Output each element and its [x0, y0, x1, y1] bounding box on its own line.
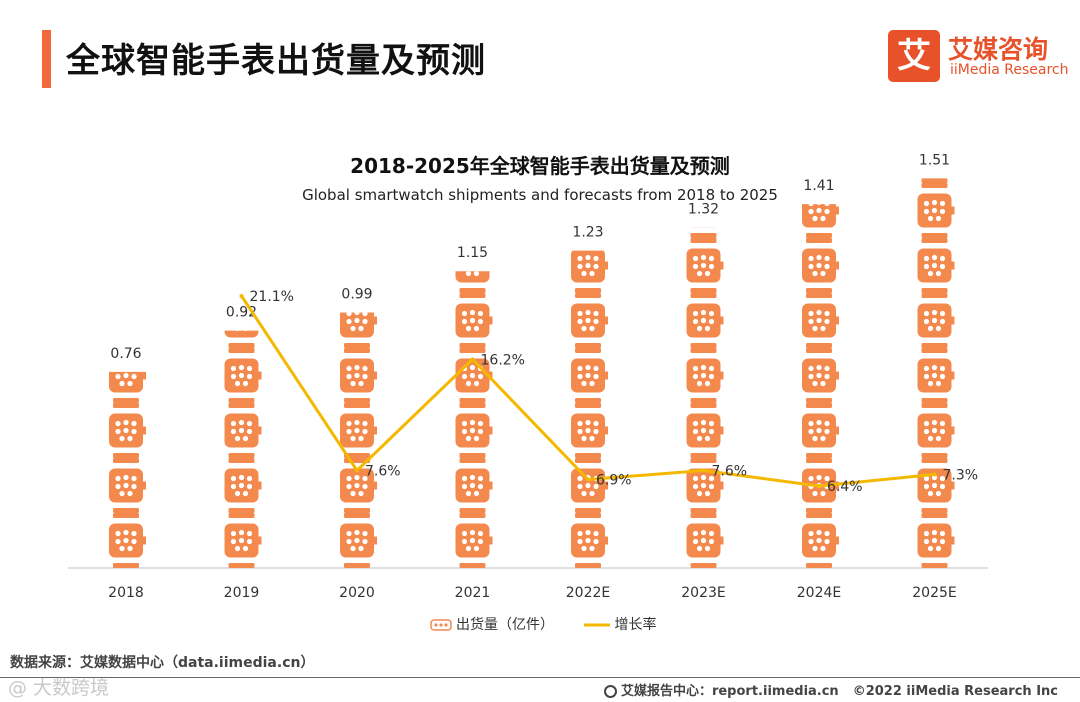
- growth-point: [932, 472, 937, 477]
- chart-title: 2018-2025年全球智能手表出货量及预测: [350, 154, 730, 178]
- bar-value-label: 0.76: [110, 346, 141, 362]
- brand-logo: 艾 艾媒咨询 iiMedia Research: [888, 30, 1069, 82]
- growth-point: [470, 357, 475, 362]
- legend-label-shipments: 出货量（亿件）: [456, 617, 554, 633]
- growth-point: [817, 484, 821, 488]
- x-tick-label: 2025E: [912, 585, 956, 601]
- bar-shipments-2019: [224, 330, 262, 568]
- bar-shipments-2021: [455, 271, 493, 568]
- footer-credits: 艾媒报告中心：report.iimedia.cn ©2022 iiMedia Re…: [603, 680, 1058, 699]
- watermark-text: @ 大数跨境: [8, 677, 110, 699]
- growth-value-label: 7.6%: [712, 463, 748, 479]
- x-tick-label: 2019: [224, 585, 260, 601]
- logo-mark: 艾: [888, 30, 940, 82]
- growth-point: [355, 468, 359, 473]
- watch-icon: [430, 619, 452, 631]
- data-source-note: 数据来源：艾媒数据中心（data.iimedia.cn）: [10, 655, 315, 671]
- chart-legend: 出货量（亿件） 增长率: [430, 614, 682, 634]
- logo-name-en: iiMedia Research: [950, 62, 1069, 78]
- logo-name-cn: 艾媒咨询: [948, 35, 1049, 64]
- bar-value-label: 1.32: [688, 201, 719, 217]
- bar-shipments-2022E: [571, 250, 608, 568]
- globe-icon: [603, 685, 617, 698]
- bar-value-label: 1.41: [803, 178, 834, 194]
- bar-value-label: 1.23: [572, 225, 603, 241]
- growth-value-label: 6.4%: [827, 479, 863, 495]
- legend-item-shipments: 出货量（亿件）: [430, 614, 554, 634]
- bar-value-label: 1.15: [457, 245, 488, 261]
- line-swatch-icon: [584, 623, 611, 627]
- x-tick-label: 2021: [455, 585, 491, 601]
- growth-value-label: 6.9%: [596, 473, 632, 489]
- bar-value-label: 1.51: [919, 152, 950, 168]
- report-center-link[interactable]: 艾媒报告中心：report.iimedia.cn: [620, 684, 839, 699]
- chart-subtitle: Global smartwatch shipments and forecast…: [302, 186, 778, 204]
- page-title: 全球智能手表出货量及预测: [66, 41, 486, 81]
- bar-shipments-2024E: [802, 204, 839, 568]
- x-tick-label: 2024E: [797, 585, 841, 601]
- legend-label-growth: 增长率: [614, 617, 657, 633]
- x-tick-label: 2018: [108, 585, 144, 601]
- growth-value-label: 21.1%: [250, 289, 294, 305]
- x-tick-label: 2023E: [681, 585, 725, 601]
- copyright-text: ©2022 iiMedia Research Inc: [852, 684, 1058, 699]
- title-accent-bar: [42, 30, 51, 88]
- growth-value-label: 7.3%: [943, 467, 979, 483]
- growth-point: [701, 468, 706, 473]
- growth-point: [586, 477, 590, 482]
- bar-shipments-2018: [109, 371, 146, 568]
- bar-value-label: 0.99: [341, 287, 372, 303]
- growth-value-label: 16.2%: [481, 352, 525, 368]
- growth-point: [239, 294, 244, 298]
- x-tick-label: 2022E: [566, 585, 610, 601]
- bar-shipments-2023E: [686, 227, 724, 568]
- legend-item-growth: 增长率: [584, 614, 656, 634]
- footer-divider: [0, 677, 1080, 678]
- x-tick-label: 2020: [339, 585, 375, 601]
- bar-shipments-2020: [340, 312, 377, 568]
- bar-shipments-2025E: [917, 178, 955, 568]
- growth-value-label: 7.6%: [365, 463, 401, 479]
